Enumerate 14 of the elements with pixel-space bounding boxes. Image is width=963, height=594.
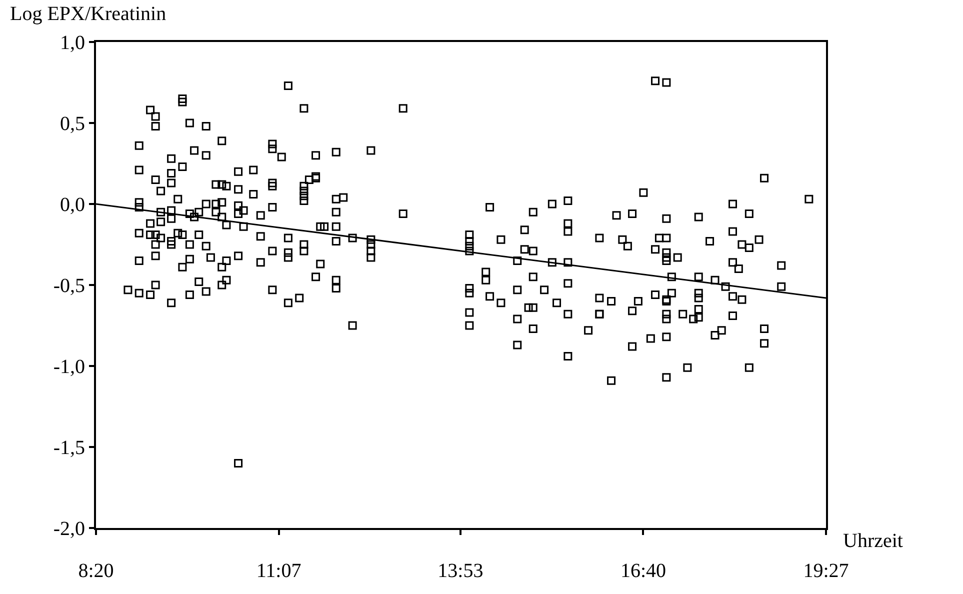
- x-tick-label: 11:07: [256, 560, 302, 582]
- x-tick-label: 13:53: [438, 560, 484, 582]
- y-tick-label: 1,0: [60, 32, 85, 54]
- y-tick-label: -1,5: [53, 437, 85, 459]
- y-tick-label: -2,0: [53, 518, 85, 540]
- y-axis-title: Log EPX/Kreatinin: [10, 3, 166, 25]
- y-tick-label: -1,0: [53, 356, 85, 378]
- x-tick-label: 8:20: [78, 560, 114, 582]
- x-axis-title: Uhrzeit: [843, 530, 904, 552]
- x-tick-label: 16:40: [620, 560, 666, 582]
- y-tick-label: 0,5: [60, 113, 85, 135]
- y-tick-label: 0,0: [60, 194, 85, 216]
- y-tick-label: -0,5: [53, 275, 85, 297]
- x-tick-label: 19:27: [803, 560, 849, 582]
